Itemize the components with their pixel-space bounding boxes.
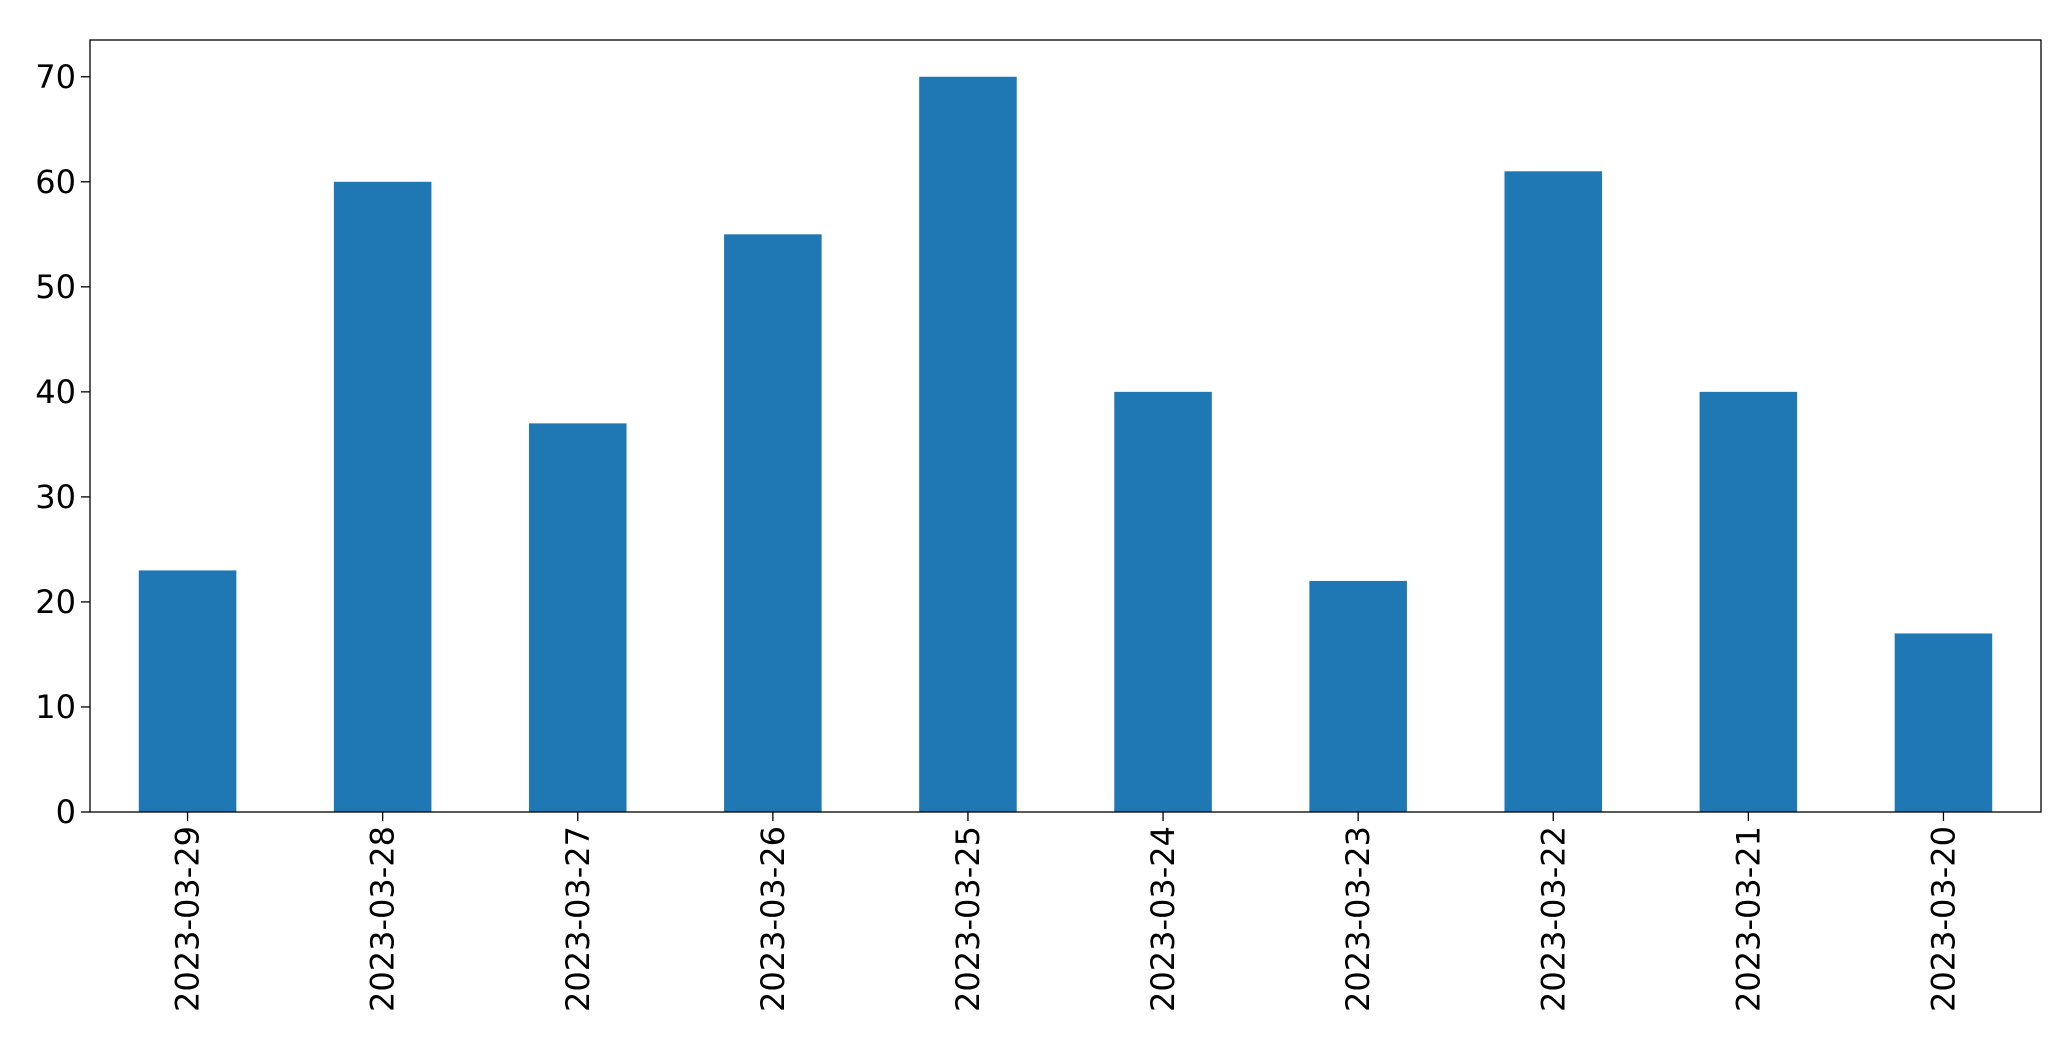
bar xyxy=(333,181,432,813)
bar xyxy=(1504,171,1603,813)
y-tick-label: 50 xyxy=(35,268,76,306)
bar xyxy=(138,570,237,812)
x-tick-label: 2023-03-25 xyxy=(949,826,987,1012)
x-tick-label: 2023-03-28 xyxy=(364,826,402,1012)
bar xyxy=(919,76,1017,812)
y-tick-label: 20 xyxy=(35,583,76,621)
y-tick-label: 40 xyxy=(35,373,76,411)
bar xyxy=(1309,580,1407,812)
x-tick-label: 2023-03-23 xyxy=(1339,826,1377,1012)
y-tick-label: 70 xyxy=(35,58,76,96)
bar xyxy=(1114,391,1212,812)
bar xyxy=(528,423,627,812)
y-tick-label: 0 xyxy=(56,793,76,831)
x-tick-label: 2023-03-29 xyxy=(169,826,207,1012)
x-tick-label: 2023-03-21 xyxy=(1729,826,1767,1012)
bar xyxy=(1699,391,1798,812)
bar xyxy=(724,234,822,812)
x-tick-label: 2023-03-24 xyxy=(1144,826,1182,1012)
x-tick-label: 2023-03-27 xyxy=(559,826,597,1012)
x-tick-label: 2023-03-26 xyxy=(754,826,792,1012)
x-tick-label: 2023-03-22 xyxy=(1534,826,1572,1012)
y-tick-label: 30 xyxy=(35,478,76,516)
x-tick-label: 2023-03-20 xyxy=(1924,826,1962,1012)
y-tick-label: 60 xyxy=(35,163,76,201)
bar xyxy=(1894,633,1993,812)
plot-frame xyxy=(89,39,2042,813)
y-tick-label: 10 xyxy=(35,688,76,726)
